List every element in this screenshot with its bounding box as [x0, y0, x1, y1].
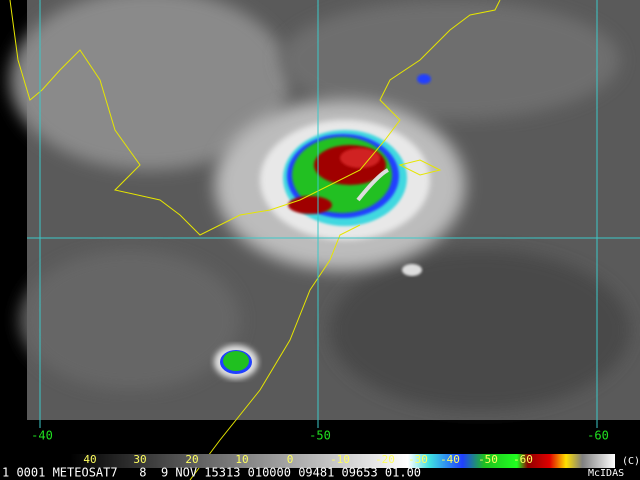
color-bar-label: 40 — [83, 453, 96, 466]
imagery — [10, 0, 640, 420]
color-bar-label: -20 — [375, 453, 395, 466]
grid-label: -50 — [309, 429, 331, 443]
image-info: 1 0001 METEOSAT7 8 9 NOV 15313 010000 09… — [2, 466, 421, 480]
color-bar — [70, 454, 615, 468]
color-bar-label: -10 — [330, 453, 350, 466]
unit-label: (C) — [622, 456, 640, 467]
color-bar-label: 10 — [235, 453, 248, 466]
color-bar-label: -50 — [478, 453, 498, 466]
color-bar-label: 0 — [287, 453, 294, 466]
source-label: McIDAS — [588, 468, 624, 479]
color-bar-label: -60 — [513, 453, 533, 466]
color-bar-label: -30 — [408, 453, 428, 466]
grid-label: -60 — [587, 429, 609, 443]
color-bar-label: 20 — [185, 453, 198, 466]
color-bar-label: 30 — [133, 453, 146, 466]
coastline — [9, 0, 501, 480]
grid-label: -40 — [31, 429, 53, 443]
color-bar-label: -40 — [440, 453, 460, 466]
lat-lon-grid — [27, 0, 640, 428]
